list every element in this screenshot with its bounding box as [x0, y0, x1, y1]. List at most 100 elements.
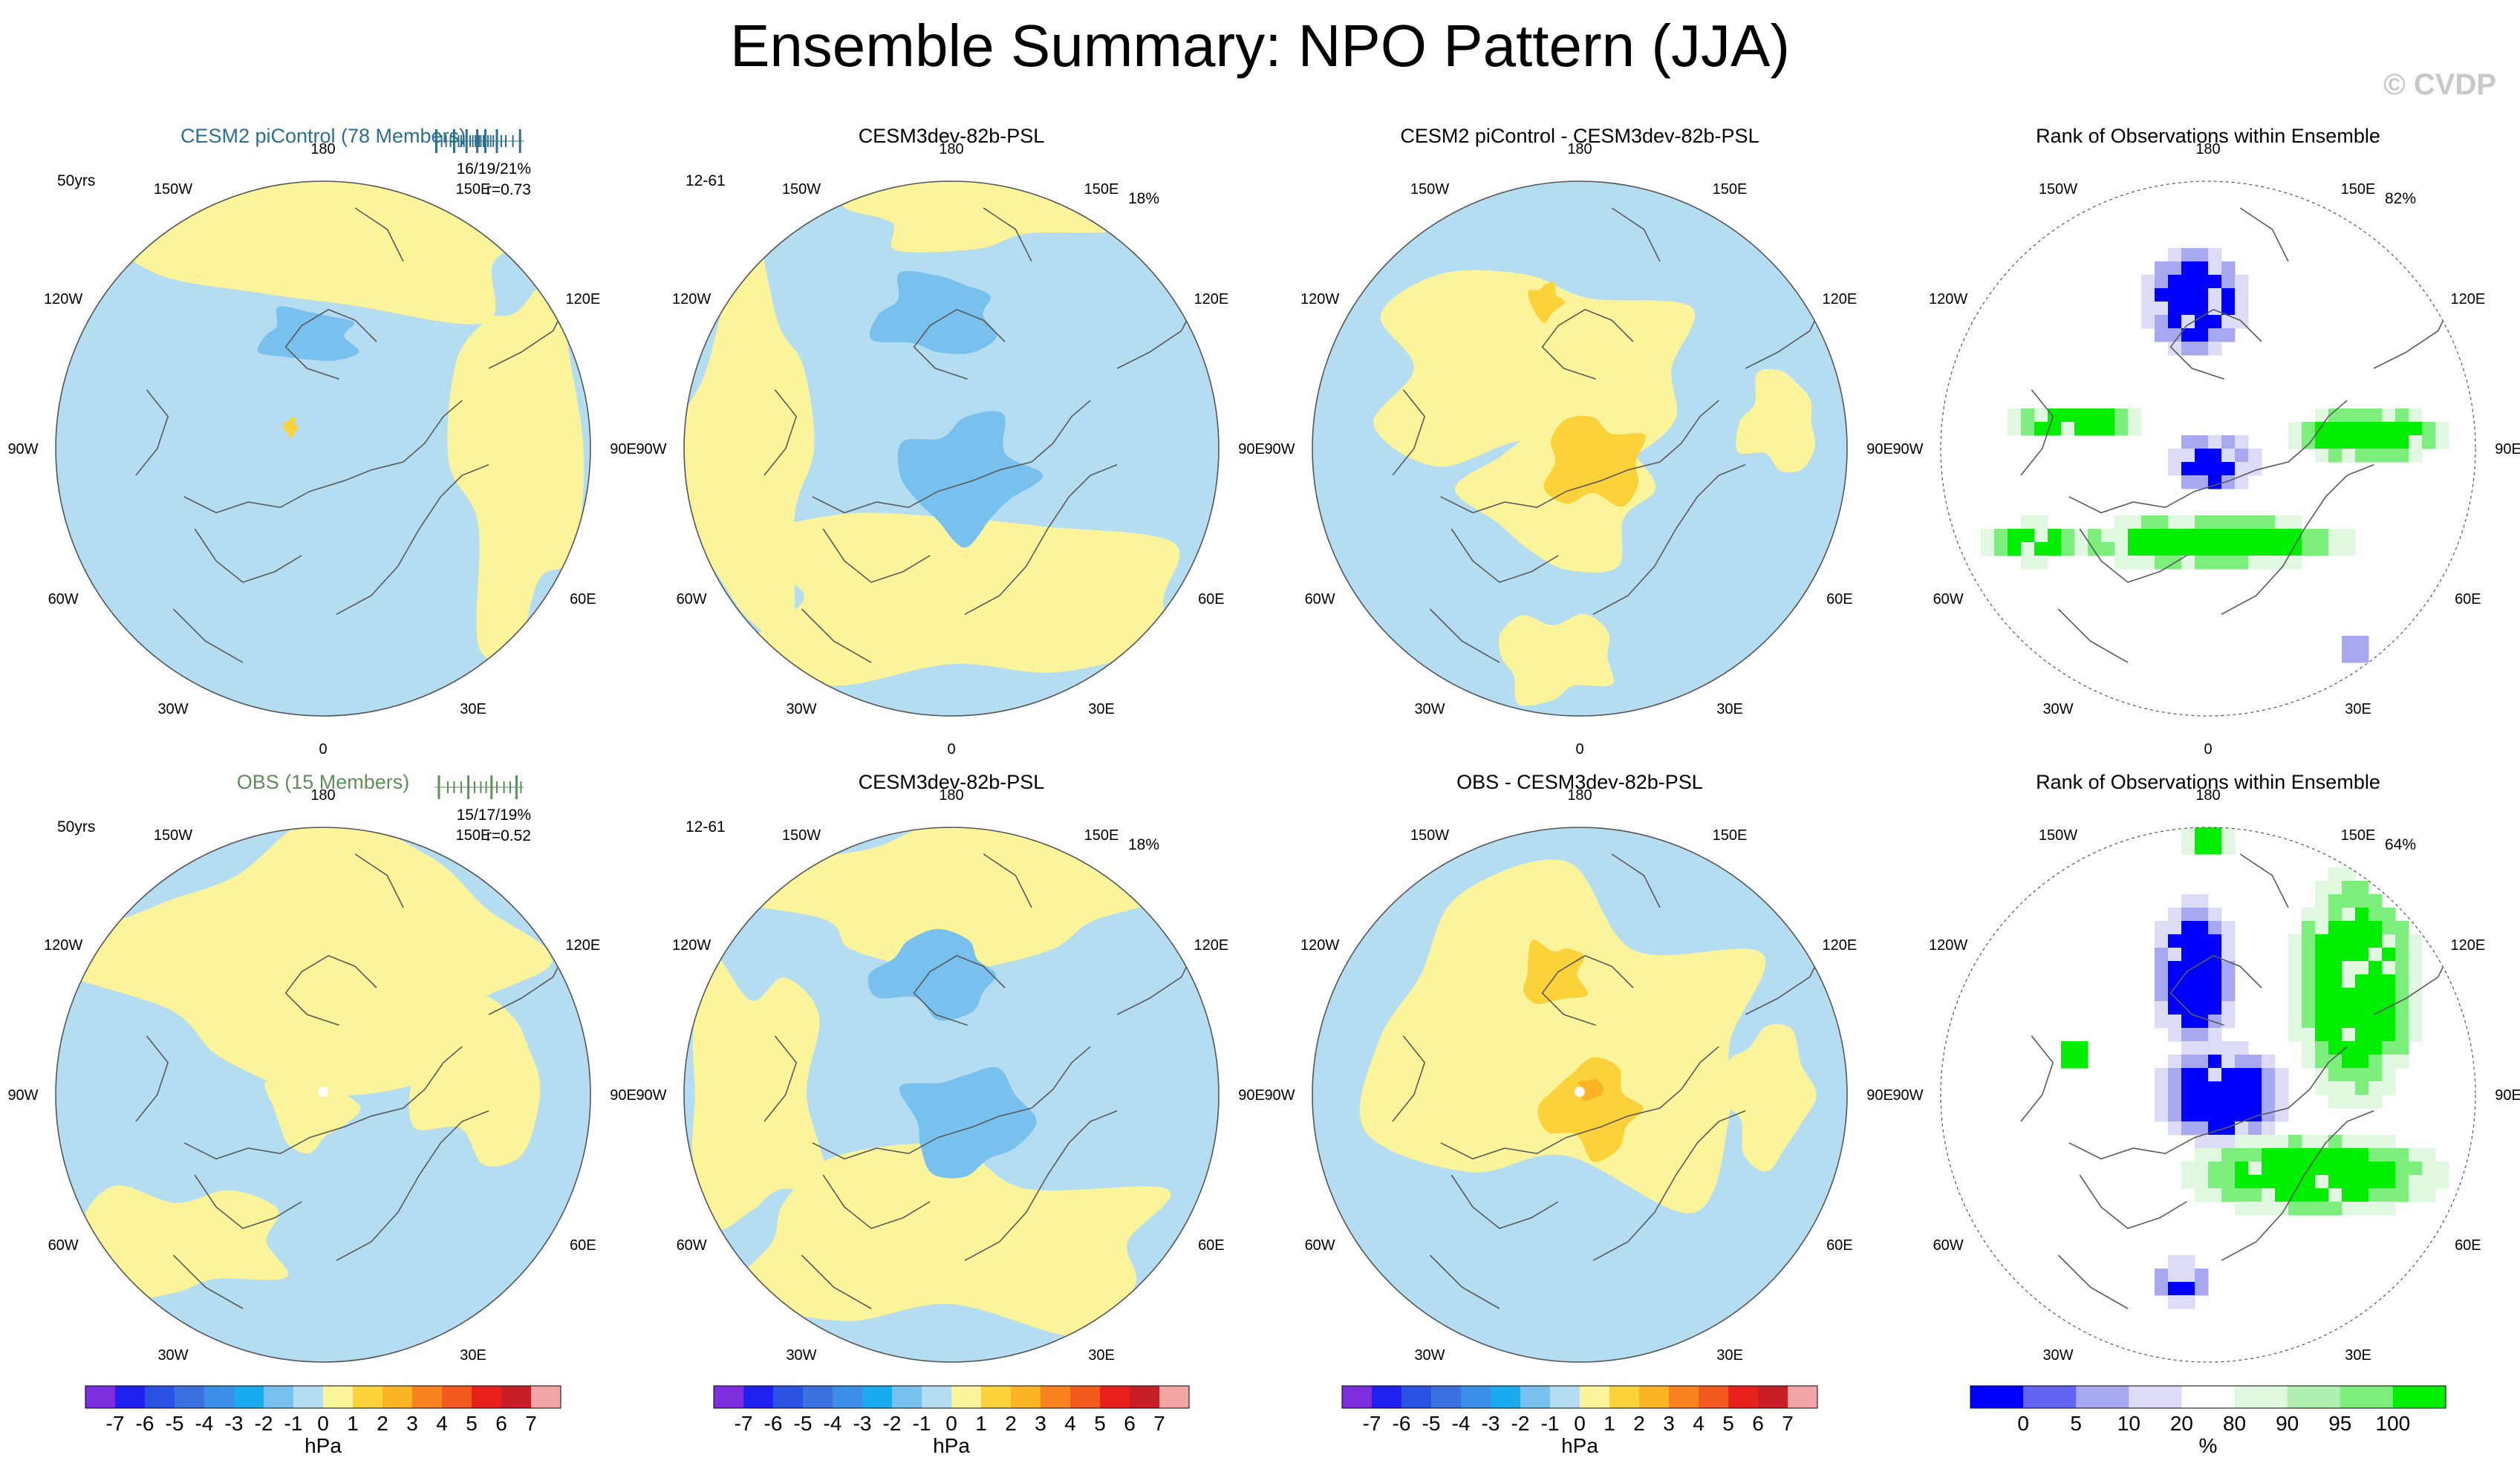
rank-cell	[2368, 408, 2383, 423]
longitude-label: 120W	[44, 937, 82, 954]
rank-cell	[2315, 881, 2329, 895]
rank-cell	[2181, 1055, 2195, 1069]
rank-cell	[2409, 1028, 2423, 1042]
rank-cell	[2181, 908, 2195, 922]
rank-cell	[2181, 1028, 2195, 1042]
rank-cell	[2208, 1135, 2222, 1149]
colorbar-tick-label: -1	[913, 1412, 931, 1435]
longitude-label: 0	[319, 741, 327, 758]
coastline	[2079, 528, 2187, 583]
rank-cell	[2395, 1028, 2409, 1042]
rank-cell	[2288, 542, 2302, 556]
rank-cell	[2235, 1095, 2249, 1109]
longitude-label: 60E	[570, 1237, 596, 1254]
field-contour	[1736, 368, 1816, 473]
coastline	[983, 853, 1032, 908]
rank-cell	[2355, 649, 2369, 663]
rank-cell	[2409, 961, 2423, 975]
coastline	[2068, 1046, 2348, 1160]
colorbar-rank: 0 5 10 20 80 90 95 100%	[1970, 1385, 2446, 1457]
rank-cell	[2195, 529, 2209, 543]
colorbar-swatch	[2234, 1386, 2288, 1408]
field-contour	[83, 1185, 289, 1301]
rank-cell	[2288, 974, 2302, 989]
pole-marker	[318, 1087, 328, 1097]
rank-cell	[2195, 1095, 2209, 1109]
rank-cell	[2355, 948, 2369, 962]
rank-cell	[2262, 556, 2276, 570]
map-field	[1312, 827, 1847, 1362]
rank-cell	[2168, 1108, 2182, 1122]
longitude-label: 0	[2204, 741, 2212, 758]
longitude-label: 120W	[1929, 937, 1967, 954]
longitude-label: 150W	[1410, 827, 1449, 844]
rank-cell	[2435, 1175, 2449, 1189]
rank-cell	[2409, 948, 2423, 962]
longitude-label: 30W	[1414, 701, 1445, 717]
rank-cell	[2409, 1015, 2423, 1029]
rank-cell	[2235, 435, 2249, 449]
map-boundary	[683, 827, 1220, 1363]
longitude-label: 30W	[786, 701, 816, 717]
rank-cell	[2181, 328, 2195, 342]
rank-cell	[2288, 1202, 2302, 1216]
rank-cell	[2181, 894, 2195, 908]
rank-cell	[2034, 542, 2048, 556]
period-label: 50yrs	[57, 172, 95, 189]
coastline	[172, 608, 244, 663]
rank-cell	[2302, 1015, 2316, 1029]
rank-cell	[2181, 974, 2195, 989]
rank-cell	[2342, 1188, 2356, 1202]
colorbar-tick-label: 90	[2276, 1412, 2299, 1435]
coastline	[354, 207, 404, 262]
rank-cell	[2342, 422, 2356, 436]
colorbar-swatch	[1431, 1386, 1462, 1408]
rank-cell	[2208, 435, 2222, 449]
rank-cell	[2195, 1081, 2209, 1095]
rank-cell	[1981, 529, 1995, 543]
colorbar-hpa-2: -7 -6 -5 -4 -3 -2 -1 0 1 2 3 4 5 6 7 hPa	[713, 1385, 1190, 1457]
rank-cell	[2208, 841, 2222, 855]
longitude-label: 60W	[48, 1237, 79, 1254]
rank-cell	[2248, 1148, 2262, 1162]
rank-cell	[2382, 449, 2396, 463]
rank-cell	[2368, 1162, 2383, 1176]
colorbar-swatch	[175, 1386, 205, 1408]
rank-cell	[2328, 908, 2342, 922]
rank-cell	[2168, 921, 2182, 935]
longitude-label: 90W	[1264, 441, 1295, 457]
longitude-label: 120W	[1300, 937, 1339, 954]
rank-cell	[2395, 948, 2409, 962]
rank-cell	[2262, 1188, 2276, 1202]
rank-cell	[2355, 636, 2369, 650]
map-field	[684, 827, 1219, 1362]
rank-cell	[2221, 1188, 2236, 1202]
rank-cell	[2155, 275, 2169, 289]
colorbar-hpa-1: -7 -6 -5 -4 -3 -2 -1 0 1 2 3 4 5 6 7 hPa	[85, 1385, 561, 1457]
coastline	[172, 1254, 244, 1309]
rank-cell	[2368, 449, 2383, 463]
rank-cell	[2155, 328, 2169, 342]
rank-cell	[2315, 961, 2329, 975]
rank-cell	[2409, 435, 2423, 449]
rank-cell	[2195, 556, 2209, 570]
rank-cell	[2328, 1135, 2342, 1149]
rank-cell	[2382, 1055, 2396, 1069]
rank-cell	[2181, 1295, 2195, 1309]
rank-cell	[2195, 1108, 2209, 1122]
rank-cell	[2248, 1068, 2262, 1082]
rank-cell	[2315, 529, 2329, 543]
rank-cell	[2195, 921, 2209, 935]
rank-cell	[2221, 1041, 2236, 1055]
rank-cell	[2288, 1001, 2302, 1015]
map-boundary	[55, 180, 591, 717]
coastline	[2068, 400, 2348, 514]
rank-cell	[2422, 1188, 2436, 1202]
rank-cell	[2342, 934, 2356, 948]
rank-cell	[2061, 408, 2075, 423]
colorbar-swatch	[1550, 1386, 1580, 1408]
rank-cell	[2382, 408, 2396, 423]
rank-cell	[2368, 1055, 2383, 1069]
longitude-label: 90E	[2495, 1087, 2520, 1104]
rank-cell	[2328, 1188, 2342, 1202]
